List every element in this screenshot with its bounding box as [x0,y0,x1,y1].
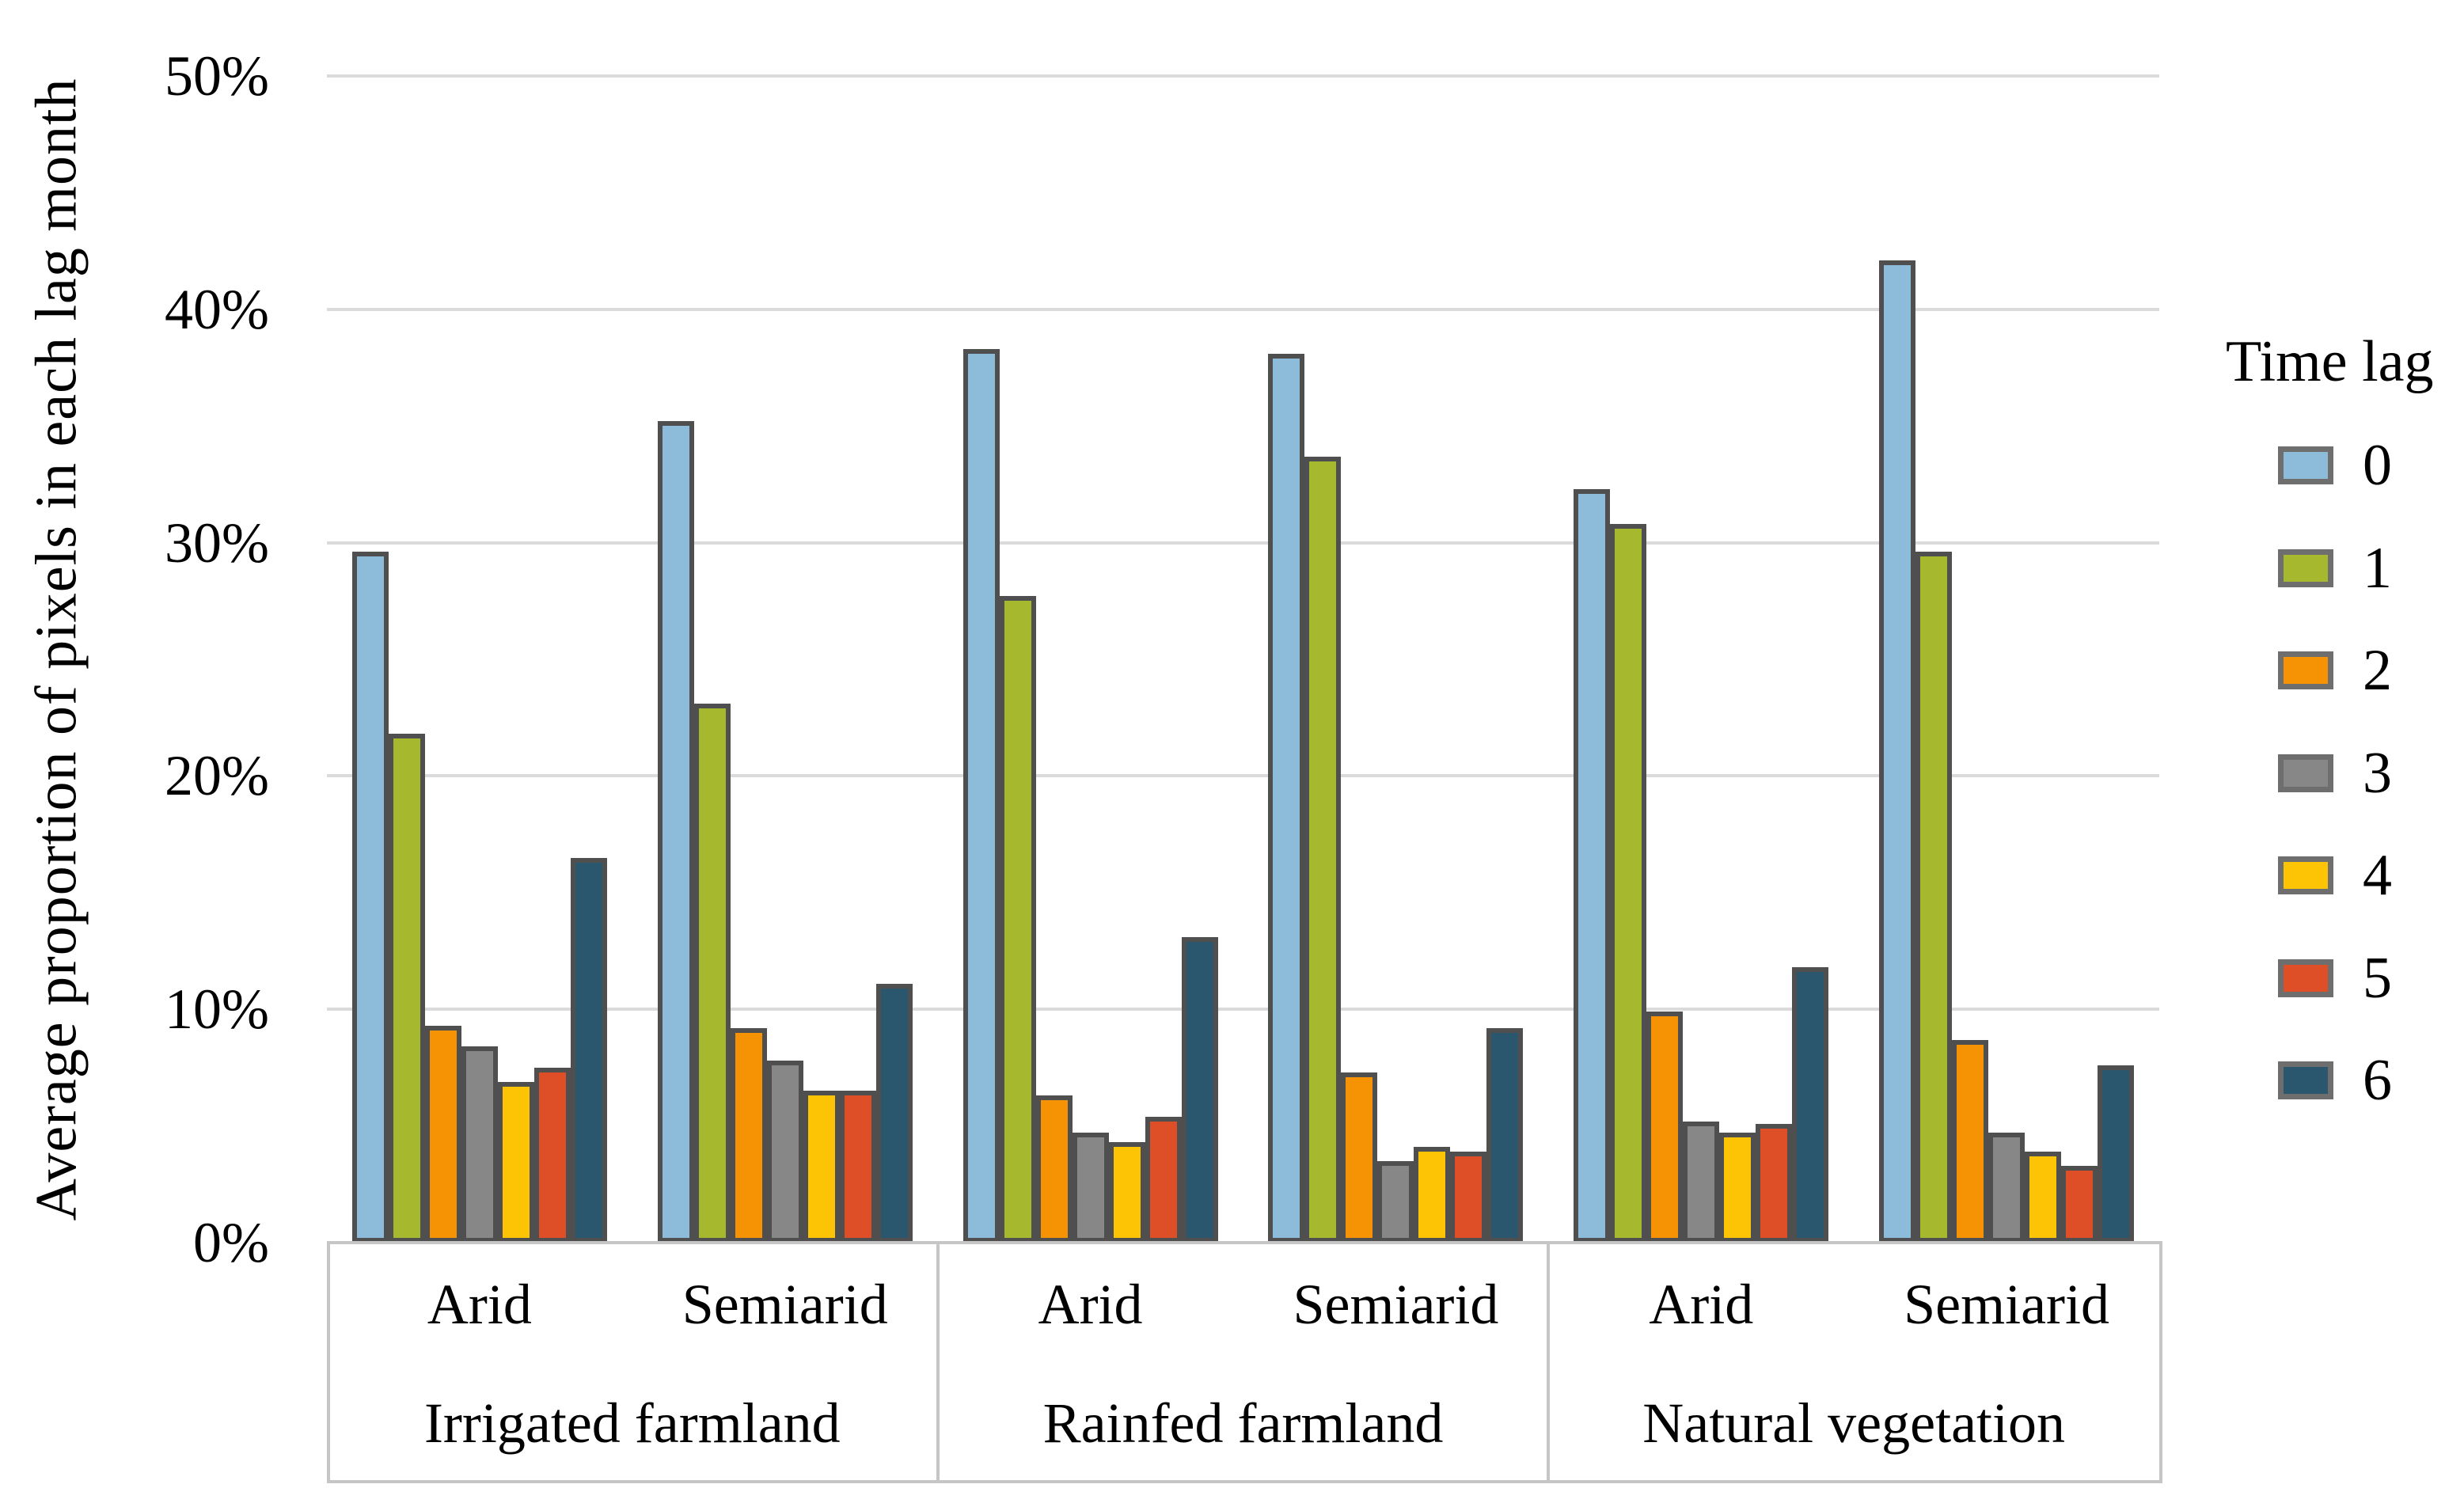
bar-lag3-cat1 [766,1061,803,1243]
bar-lag5-cat0 [533,1067,571,1243]
legend-swatch-0 [2278,446,2333,484]
bar-lag0-cat5 [1879,260,1916,1243]
bar-lag4-cat5 [2025,1152,2062,1243]
bar-lag2-cat0 [424,1025,461,1243]
bar-lag3-cat5 [1988,1133,2025,1243]
axis-baseline [327,1241,2162,1244]
category-separator-2 [1547,1241,1551,1483]
bar-lag2-cat3 [1341,1072,1378,1243]
bar-lag3-cat0 [461,1046,498,1243]
bar-lag0-cat4 [1574,488,1611,1243]
bar-lag5-cat4 [1756,1123,1793,1243]
legend-label-1: 1 [2363,535,2392,601]
bar-lag0-cat1 [657,421,694,1243]
y-tick-label-10: 10% [165,977,269,1042]
category-separator-1 [936,1241,940,1483]
legend-swatch-4 [2278,856,2333,894]
bar-lag5-cat2 [1145,1116,1182,1243]
gridline-10 [327,1008,2159,1012]
bar-lag6-cat0 [570,857,607,1243]
subgroup-label-4: Arid [1649,1273,1754,1336]
y-axis-title: Average proportion of pixels in each lag… [24,78,89,1221]
y-tick-label-50: 50% [165,44,269,108]
y-tick-label-20: 20% [165,744,269,808]
bar-lag2-cat2 [1035,1095,1073,1243]
y-tick-label-40: 40% [165,277,269,341]
bar-lag5-cat1 [839,1091,876,1243]
group-label-2: Natural vegetation [1642,1391,2066,1455]
legend-swatch-1 [2278,549,2333,587]
bar-lag6-cat2 [1181,936,1218,1243]
bar-lag5-cat3 [1450,1152,1487,1243]
legend-label-3: 3 [2363,740,2392,806]
bar-lag6-cat1 [875,983,913,1243]
bar-lag1-cat0 [388,734,425,1243]
bar-lag3-cat3 [1377,1160,1414,1243]
legend-swatch-2 [2278,651,2333,689]
bar-lag0-cat0 [351,552,389,1243]
legend-title: Time lag [2226,329,2434,394]
subgroup-label-3: Semiarid [1293,1273,1499,1336]
group-label-1: Rainfed farmland [1042,1391,1444,1455]
bar-lag4-cat1 [803,1091,840,1243]
bar-lag1-cat2 [999,596,1036,1243]
bar-lag4-cat3 [1414,1147,1451,1243]
bar-lag4-cat4 [1719,1133,1756,1243]
gridline-50 [327,74,2159,78]
legend-swatch-6 [2278,1061,2333,1099]
bar-lag6-cat3 [1486,1027,1524,1243]
legend-label-5: 5 [2363,945,2392,1011]
axis-box-bottom [327,1480,2162,1483]
bar-lag2-cat5 [1952,1039,1989,1243]
bar-lag1-cat4 [1610,524,1647,1243]
bar-lag5-cat5 [2061,1165,2098,1243]
subgroup-label-0: Arid [427,1273,532,1336]
y-tick-label-0: 0% [193,1211,269,1274]
legend-label-2: 2 [2363,638,2392,703]
subgroup-label-2: Arid [1038,1273,1143,1336]
bar-lag2-cat1 [730,1027,767,1243]
bar-lag1-cat3 [1304,456,1342,1243]
subgroup-label-5: Semiarid [1904,1273,2110,1336]
bar-lag4-cat2 [1108,1142,1145,1243]
bar-lag0-cat2 [962,348,1000,1243]
y-tick-label-30: 30% [165,511,269,575]
gridline-40 [327,307,2159,311]
gridline-20 [327,774,2159,778]
axis-box-right [2159,1241,2162,1483]
legend-swatch-5 [2278,958,2333,997]
bar-lag3-cat4 [1683,1121,1720,1243]
bar-lag1-cat5 [1915,552,1953,1243]
bar-lag0-cat3 [1268,353,1305,1243]
bar-lag6-cat5 [2098,1065,2135,1243]
legend-swatch-3 [2278,754,2333,792]
axis-box-left [327,1241,330,1483]
bar-lag6-cat4 [1792,967,1829,1243]
legend-label-6: 6 [2363,1048,2392,1113]
legend-label-4: 4 [2363,843,2392,908]
group-label-0: Irrigated farmland [423,1391,841,1455]
legend-label-0: 0 [2363,433,2392,498]
bar-lag1-cat1 [693,704,731,1243]
bar-lag2-cat4 [1646,1012,1684,1243]
bar-lag4-cat0 [497,1081,534,1243]
gridline-30 [327,541,2159,545]
subgroup-label-1: Semiarid [681,1273,888,1336]
bar-lag3-cat2 [1072,1133,1109,1243]
